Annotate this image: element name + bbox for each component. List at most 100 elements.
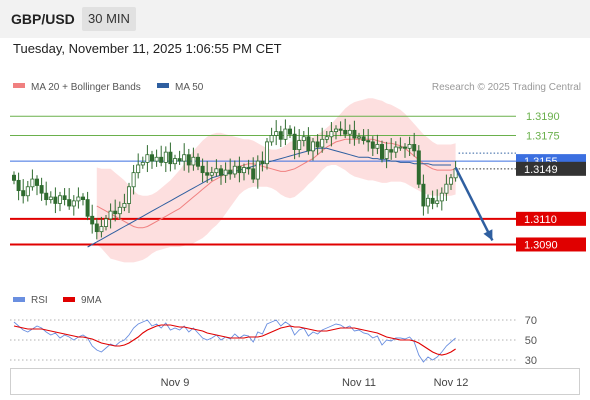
candle-50 — [241, 163, 246, 181]
candle-40 — [195, 153, 200, 171]
candle-25 — [127, 182, 132, 214]
candle-32 — [159, 145, 164, 167]
level-tag-1.3149: 1.3149 — [516, 161, 586, 176]
candle-4 — [30, 169, 35, 191]
projection-arrow-head — [483, 229, 493, 241]
candle-35 — [172, 154, 177, 170]
candle-34 — [168, 142, 173, 172]
candle-43 — [209, 166, 214, 181]
candle-27 — [136, 153, 141, 179]
candle-49 — [237, 156, 242, 183]
rsi-level-label-70: 70 — [525, 315, 537, 327]
candle-68 — [324, 130, 329, 144]
candle-90 — [425, 194, 430, 214]
candle-63 — [301, 130, 306, 147]
x-tick-nov-12: Nov 12 — [434, 377, 469, 389]
candle-36 — [177, 150, 182, 165]
x-axis-ticks: Nov 9 Nov 11 Nov 12 — [161, 377, 469, 389]
credit-label: Research © 2025 Trading Central — [432, 82, 581, 93]
candle-58 — [278, 125, 283, 148]
candle-66 — [315, 134, 320, 155]
candle-6 — [39, 177, 44, 201]
candle-11 — [62, 188, 67, 206]
candle-37 — [182, 143, 187, 171]
candle-29 — [145, 145, 150, 173]
candle-86 — [407, 136, 412, 156]
ma50-legend-swatch — [157, 83, 169, 88]
candle-18 — [94, 218, 99, 240]
candle-47 — [228, 158, 233, 180]
candle-79 — [375, 134, 380, 155]
rsi-level-label-50: 50 — [525, 335, 537, 347]
candle-42 — [205, 161, 210, 183]
candle-15 — [81, 193, 86, 206]
candle-74 — [352, 120, 357, 146]
candle-69 — [329, 122, 334, 147]
candle-78 — [370, 136, 375, 156]
ma9-legend-label: 9MA — [81, 295, 102, 306]
candle-23 — [117, 201, 122, 220]
candle-26 — [131, 164, 136, 195]
candle-10 — [58, 191, 63, 212]
candle-93 — [439, 187, 444, 211]
candle-91 — [430, 190, 435, 210]
projection-arrow-shaft — [454, 166, 494, 242]
candle-83 — [393, 141, 398, 158]
candle-71 — [338, 121, 343, 137]
candle-76 — [361, 129, 366, 145]
candle-70 — [333, 125, 338, 140]
ma50-legend-label: MA 50 — [175, 82, 204, 93]
candle-88 — [416, 145, 421, 189]
candle-65 — [310, 138, 315, 161]
candle-80 — [379, 140, 384, 163]
timestamp: Tuesday, November 11, 2025 1:06:55 PM CE… — [13, 41, 282, 56]
candle-24 — [122, 193, 127, 212]
candle-20 — [104, 214, 109, 231]
candle-51 — [246, 159, 251, 175]
projection-arrow — [454, 166, 494, 242]
candle-72 — [343, 118, 348, 139]
candle-75 — [356, 132, 361, 144]
candle-8 — [48, 191, 53, 204]
candle-1 — [16, 172, 21, 201]
candle-0 — [11, 171, 16, 185]
candle-52 — [251, 157, 256, 183]
level-label-1.3090: 1.3090 — [524, 239, 558, 251]
candle-85 — [402, 143, 407, 158]
candles — [11, 118, 458, 240]
ma20-legend-label: MA 20 + Bollinger Bands — [31, 82, 141, 93]
rsi-legend-label: RSI — [31, 295, 48, 306]
candle-44 — [214, 159, 219, 177]
pair-title: GBP/USD — [11, 11, 75, 27]
ma9-legend-swatch — [63, 297, 75, 302]
rsi-series-9ma — [13, 324, 456, 356]
header-bar: GBP/USD 30 MIN — [0, 0, 590, 38]
candle-77 — [366, 129, 371, 152]
x-axis-frame — [10, 368, 580, 395]
ma20-legend-swatch — [13, 83, 25, 88]
candle-38 — [186, 148, 191, 173]
candle-48 — [232, 160, 237, 178]
candle-14 — [76, 187, 81, 209]
candle-12 — [67, 188, 72, 210]
candle-87 — [412, 132, 417, 157]
candle-89 — [421, 174, 426, 216]
level-label-1.3110: 1.3110 — [524, 214, 557, 226]
candle-56 — [269, 127, 274, 146]
candle-3 — [25, 181, 30, 202]
candle-17 — [90, 204, 95, 234]
candle-39 — [191, 147, 196, 171]
candle-31 — [154, 149, 159, 167]
timeframe-badge[interactable]: 30 MIN — [82, 7, 136, 31]
candle-61 — [292, 126, 297, 160]
rsi-legend-swatch — [13, 297, 25, 302]
level-tag-1.3090: 1.3090 — [516, 237, 586, 252]
candle-53 — [255, 155, 260, 189]
candle-2 — [21, 179, 26, 204]
candle-45 — [218, 164, 223, 185]
candle-95 — [448, 173, 453, 190]
candle-5 — [35, 175, 40, 196]
ma50-line — [87, 147, 451, 248]
